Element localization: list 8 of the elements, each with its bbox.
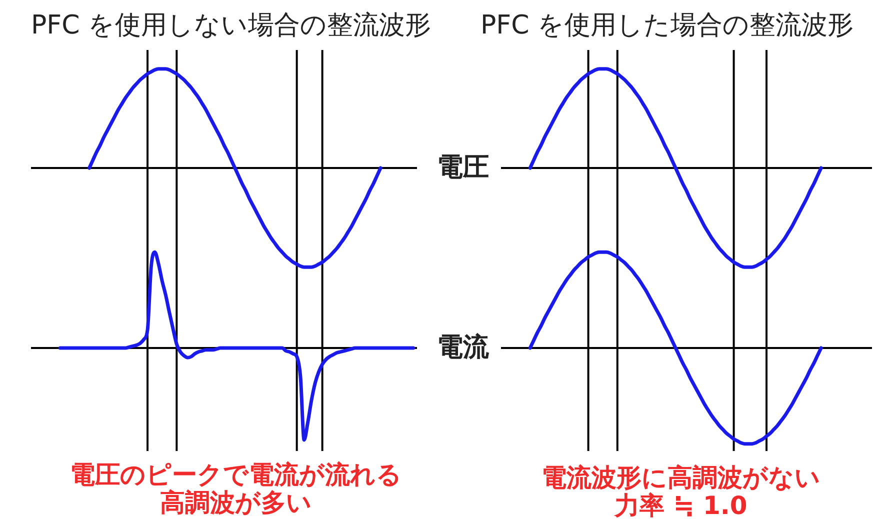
text: 高調波が多い bbox=[160, 488, 312, 518]
y-axis-title: 電流 bbox=[437, 332, 489, 364]
chart-title: PFC を使用しない場合の整流波形 bbox=[30, 10, 432, 42]
y-axis-title: 電圧 bbox=[437, 152, 489, 184]
chart-title: PFC を使用した場合の整流波形 bbox=[480, 10, 854, 42]
text: 電圧のピークで電流が流れる bbox=[70, 460, 402, 489]
text: 電流波形に高調波がない bbox=[542, 463, 820, 492]
text: 力率 ≒ 1.0 bbox=[614, 491, 748, 519]
